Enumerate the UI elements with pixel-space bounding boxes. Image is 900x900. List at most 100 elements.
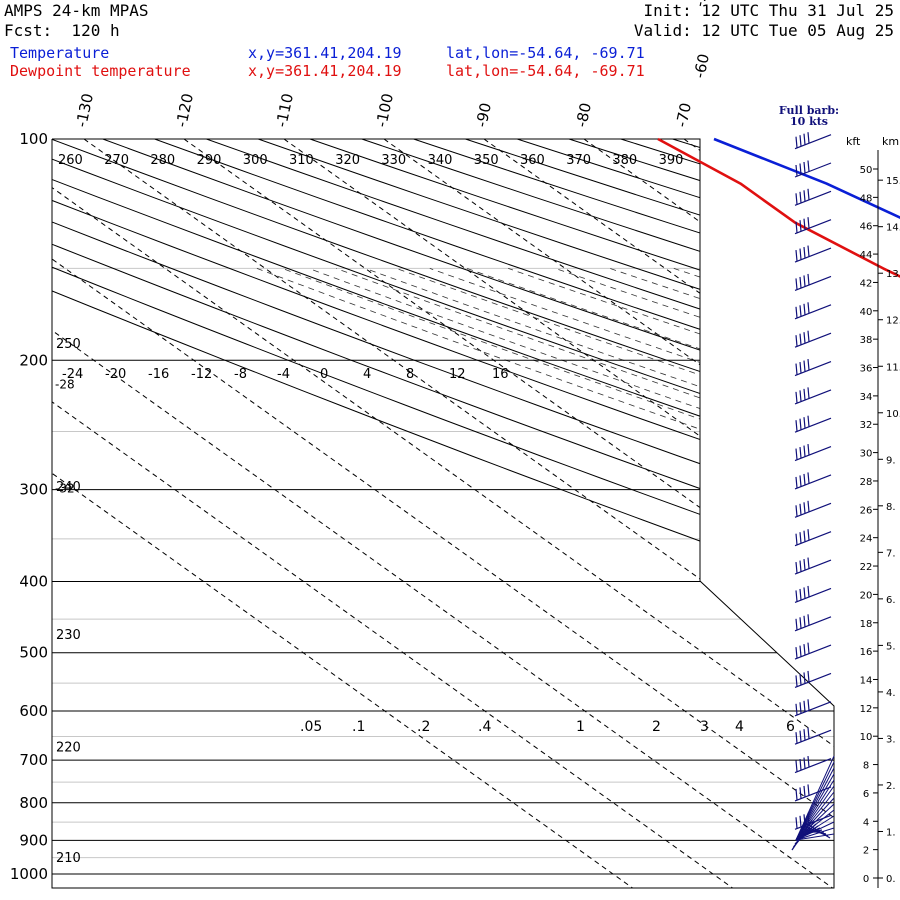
isotherm-line — [52, 581, 833, 888]
dry-adiabat-line — [52, 581, 834, 888]
theta-top-label: 340 — [428, 153, 453, 168]
wind-barb — [794, 387, 832, 405]
km-tick-label: 4. — [886, 688, 896, 699]
theta-left-label: 220 — [56, 741, 81, 756]
dry-adiabat-line — [52, 290, 700, 542]
temperature-scale-label: 4 — [363, 367, 371, 382]
kft-tick-label: 30 — [860, 449, 873, 460]
kft-tick-label: 46 — [860, 222, 873, 233]
pressure-tick-label: 700 — [19, 751, 48, 769]
dry-adiabat-line — [620, 139, 700, 165]
theta-top-label: 330 — [381, 153, 406, 168]
pressure-tick-label: 100 — [19, 130, 48, 148]
wind-barb — [794, 699, 832, 717]
legend-dewpoint-latlon: lat,lon=-54.64, -69.71 — [446, 62, 645, 80]
km-tick-label: 8. — [886, 502, 896, 513]
isotherm-line — [884, 139, 900, 888]
theta-top-label: 390 — [659, 153, 684, 168]
dry-adiabat-line — [52, 266, 700, 515]
mixing-ratio-label: .2 — [417, 719, 430, 735]
kft-tick-label: 12 — [860, 704, 873, 715]
kft-tick-label: 28 — [860, 477, 873, 488]
theta-top-label: 380 — [612, 153, 637, 168]
temperature-scale-label: -4 — [277, 367, 290, 382]
wind-barb — [795, 797, 835, 841]
wind-barb — [794, 472, 832, 490]
dry-adiabat-line — [465, 581, 834, 888]
dry-adiabat-line — [361, 139, 700, 252]
theta-top-label: 300 — [243, 153, 268, 168]
theta-top-label: 260 — [58, 153, 83, 168]
km-tick-label: 12. — [886, 316, 900, 327]
wind-barb — [795, 785, 835, 841]
moist-adiabat-line — [282, 268, 700, 420]
theta-top-label: 370 — [566, 153, 591, 168]
pressure-tick-label: 200 — [19, 351, 48, 369]
kft-tick-label: 14 — [860, 675, 873, 686]
mixing-ratio-label: 6 — [786, 719, 795, 735]
kft-tick-label: 2 — [863, 846, 869, 857]
wind-barb — [794, 529, 832, 547]
isotherm-top-label: -130 — [72, 92, 97, 129]
init-time: Init: 12 UTC Thu 31 Jul 25 — [643, 1, 894, 20]
kft-tick-label: 6 — [863, 789, 869, 800]
wind-barb — [795, 833, 835, 841]
wind-barb — [794, 756, 832, 774]
theta-top-label: 360 — [520, 153, 545, 168]
wind-barb — [794, 132, 832, 150]
isotherm-line — [52, 472, 204, 581]
isotherm-line — [52, 186, 604, 581]
wind-barb — [795, 755, 835, 841]
dry-adiabat-line — [52, 139, 700, 372]
dry-adiabat-line — [52, 221, 700, 465]
wind-barb — [794, 358, 832, 377]
mixing-ratio-label: 2 — [652, 719, 661, 735]
km-tick-label: 11. — [886, 362, 900, 373]
km-tick-label: 0. — [886, 874, 896, 885]
moist-adiabat-line — [336, 581, 834, 875]
side-scale-label: -28 — [55, 377, 75, 391]
kft-tick-label: 50 — [860, 165, 873, 176]
kft-tick-label: 10 — [860, 732, 873, 743]
wind-barb — [794, 557, 832, 575]
barb-caption: 10 kts — [790, 115, 828, 128]
km-tick-label: 1. — [886, 827, 896, 838]
kft-tick-label: 8 — [863, 761, 869, 772]
km-tick-label: 13. — [886, 269, 900, 280]
wind-barb — [794, 415, 832, 433]
kft-tick-label: 36 — [860, 364, 873, 375]
wind-barb — [805, 822, 831, 839]
isotherm-line — [52, 329, 404, 581]
pressure-tick-label: 600 — [19, 702, 48, 720]
mixing-ratio-label: 3 — [700, 719, 709, 735]
isotherm-line — [52, 258, 504, 581]
moist-adiabat-line — [396, 268, 700, 376]
wind-barb — [794, 245, 832, 263]
mixing-ratio-label: 4 — [735, 719, 744, 735]
dry-adiabat-line — [361, 581, 834, 888]
isotherm-line — [283, 139, 700, 437]
pressure-tick-label: 900 — [19, 831, 48, 849]
legend-temperature-xy: x,y=361.41,204.19 — [248, 44, 402, 62]
theta-left-label: 210 — [56, 851, 81, 866]
isotherm-line — [283, 581, 834, 888]
isotherm-line — [52, 581, 834, 888]
dry-adiabat-line — [52, 581, 834, 888]
forecast-hour: Fcst: 120 h — [4, 21, 120, 40]
dry-adiabat-line — [154, 581, 834, 888]
dry-adiabat-line — [52, 178, 700, 417]
dry-adiabat-line — [52, 581, 834, 888]
temperature-scale-label: -12 — [191, 367, 212, 382]
dry-adiabat-line — [52, 243, 700, 490]
temperature-scale-label: -24 — [62, 367, 83, 382]
moist-adiabat-line — [555, 268, 700, 318]
wind-barb — [794, 444, 832, 462]
theta-top-label: 350 — [474, 153, 499, 168]
wind-barb — [794, 614, 832, 632]
isotherm-line — [483, 581, 834, 888]
wind-barb — [794, 670, 832, 689]
dry-adiabat-line — [776, 139, 900, 890]
dry-adiabat-line — [620, 581, 834, 888]
dry-adiabat-line — [880, 139, 900, 890]
